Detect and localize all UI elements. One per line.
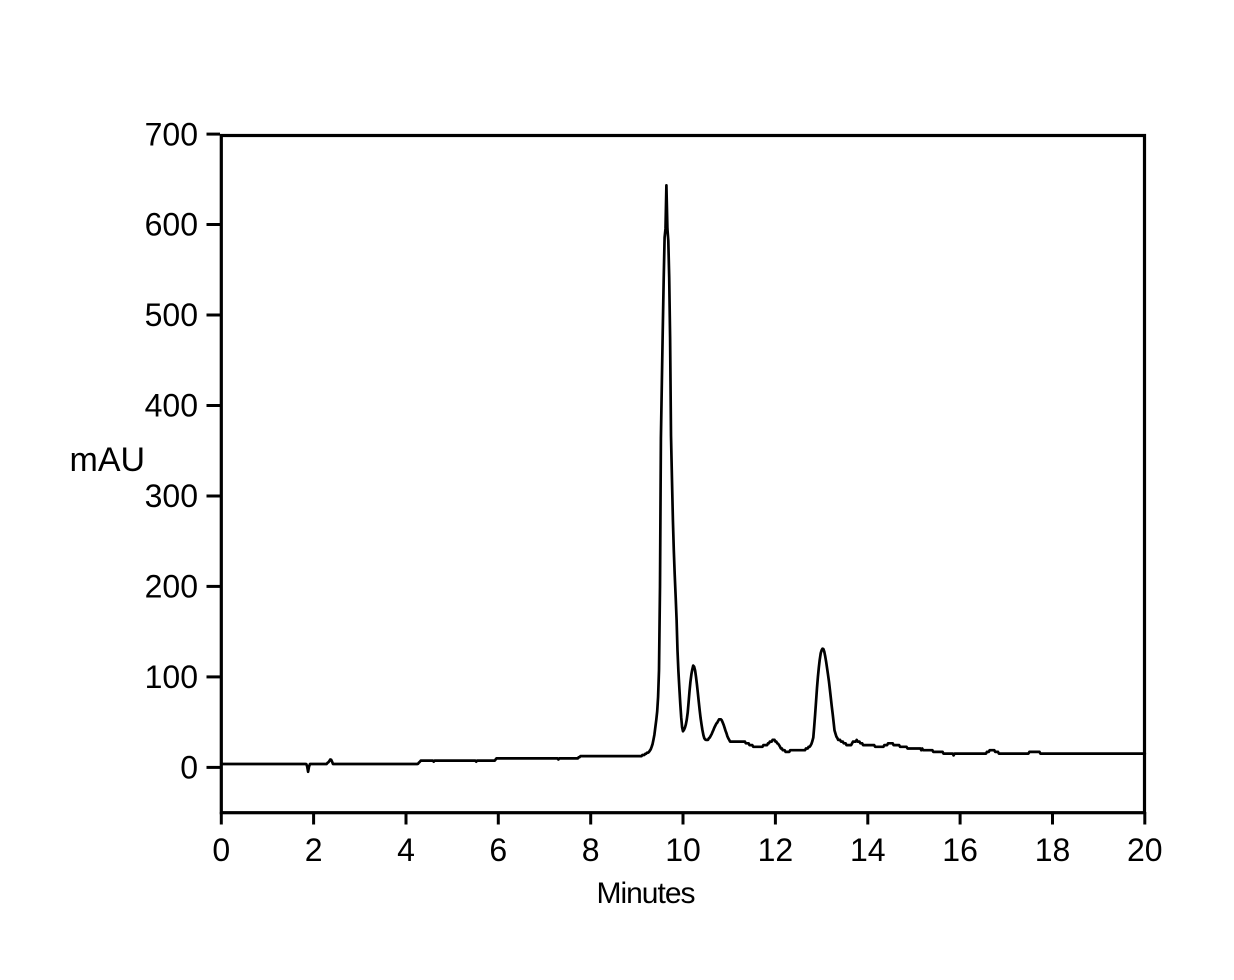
svg-text:700: 700 bbox=[145, 116, 198, 152]
svg-text:400: 400 bbox=[145, 388, 198, 424]
svg-text:500: 500 bbox=[145, 297, 198, 333]
svg-text:12: 12 bbox=[758, 832, 794, 868]
svg-text:2: 2 bbox=[305, 832, 323, 868]
svg-text:10: 10 bbox=[665, 832, 701, 868]
svg-text:14: 14 bbox=[850, 832, 886, 868]
svg-text:100: 100 bbox=[145, 659, 198, 695]
svg-text:20: 20 bbox=[1127, 832, 1163, 868]
svg-text:200: 200 bbox=[145, 569, 198, 605]
svg-text:6: 6 bbox=[489, 832, 507, 868]
svg-text:Minutes: Minutes bbox=[596, 877, 694, 910]
svg-text:300: 300 bbox=[145, 478, 198, 514]
svg-text:600: 600 bbox=[145, 207, 198, 243]
svg-text:0: 0 bbox=[180, 750, 198, 786]
svg-text:4: 4 bbox=[397, 832, 415, 868]
svg-text:16: 16 bbox=[942, 832, 978, 868]
svg-text:0: 0 bbox=[212, 832, 230, 868]
svg-text:mAU: mAU bbox=[70, 441, 146, 479]
svg-text:18: 18 bbox=[1035, 832, 1071, 868]
svg-text:8: 8 bbox=[582, 832, 600, 868]
